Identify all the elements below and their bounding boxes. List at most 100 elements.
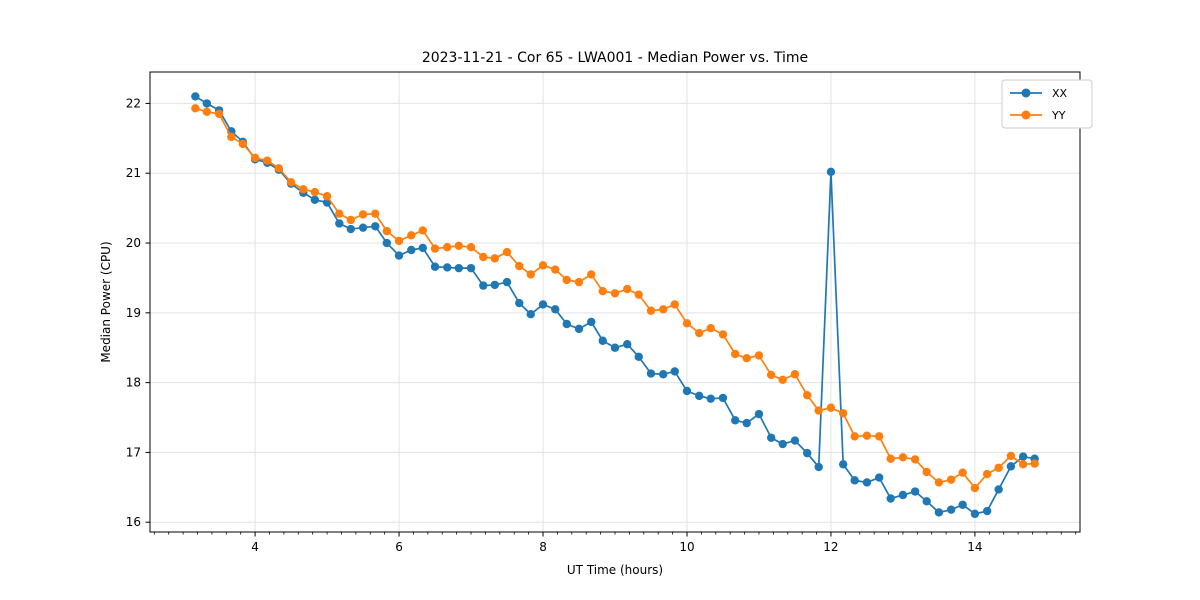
series-YY-markers xyxy=(191,104,1039,493)
data-point xyxy=(502,247,512,257)
data-point xyxy=(1018,452,1028,461)
data-point xyxy=(479,281,488,290)
data-point xyxy=(454,263,464,273)
data-point xyxy=(898,453,908,462)
data-point xyxy=(634,352,643,361)
legend-box xyxy=(1001,79,1093,129)
data-point xyxy=(358,210,368,219)
data-point xyxy=(191,104,200,113)
data-point xyxy=(515,298,524,308)
plot-area: 4 6 8 10 12 14 16 17 18 19 20 21 22 XX YY xyxy=(126,71,1093,554)
data-point xyxy=(598,286,607,296)
data-point xyxy=(263,156,272,165)
data-point xyxy=(1030,459,1039,468)
data-point xyxy=(982,506,992,516)
data-point xyxy=(670,300,679,309)
data-point xyxy=(490,280,499,290)
data-point xyxy=(538,300,548,309)
data-point xyxy=(682,386,692,396)
data-point xyxy=(466,263,476,273)
data-point xyxy=(659,370,668,379)
data-point xyxy=(382,238,392,248)
data-point xyxy=(430,262,440,271)
data-point xyxy=(562,275,571,285)
data-point xyxy=(490,254,499,263)
data-point xyxy=(898,490,908,500)
legend-label: XX xyxy=(1052,87,1068,100)
data-point xyxy=(202,107,212,116)
data-point xyxy=(778,375,787,385)
data-point xyxy=(970,509,980,519)
data-point xyxy=(659,305,668,314)
data-point xyxy=(562,319,571,329)
data-point xyxy=(946,475,956,484)
data-point xyxy=(934,478,944,487)
chart-title: 2023-11-21 - Cor 65 - LWA001 - Median Po… xyxy=(422,50,808,66)
data-point xyxy=(443,263,452,272)
data-point xyxy=(731,416,740,425)
data-point xyxy=(227,132,236,142)
data-point xyxy=(274,164,284,173)
data-point xyxy=(371,209,380,218)
data-point xyxy=(587,317,596,327)
data-point xyxy=(502,277,512,287)
y-tick-label: 17 xyxy=(126,445,141,459)
data-point xyxy=(695,391,704,401)
data-point xyxy=(310,195,320,204)
x-tick-label: 14 xyxy=(967,540,982,554)
data-point xyxy=(407,245,416,255)
data-point xyxy=(299,185,308,194)
data-point xyxy=(910,487,920,496)
data-point xyxy=(382,226,392,236)
y-tick-label: 20 xyxy=(126,236,141,250)
x-tick-label: 8 xyxy=(539,540,547,554)
data-point xyxy=(335,219,344,228)
legend-marker-icon xyxy=(1021,110,1031,120)
data-point xyxy=(850,476,859,485)
x-tick-label: 10 xyxy=(679,540,694,554)
data-point xyxy=(754,351,764,360)
data-point xyxy=(994,485,1003,494)
data-point xyxy=(310,187,320,197)
y-tick-label: 21 xyxy=(126,166,141,180)
data-point xyxy=(238,139,248,149)
axes-spines xyxy=(149,71,1081,533)
data-point xyxy=(886,494,895,503)
data-point xyxy=(886,454,895,463)
data-point xyxy=(454,241,464,251)
data-point xyxy=(322,192,332,201)
data-point xyxy=(430,244,440,253)
data-point xyxy=(394,236,404,246)
data-point xyxy=(346,215,356,225)
data-point xyxy=(958,500,967,509)
x-axis-label: UT Time (hours) xyxy=(567,563,663,577)
series-XX-markers xyxy=(191,92,1039,519)
legend-marker-icon xyxy=(1021,88,1031,98)
data-point xyxy=(706,323,715,333)
data-point xyxy=(646,306,656,315)
x-tick-label: 4 xyxy=(251,540,259,554)
data-point xyxy=(946,505,956,514)
data-point xyxy=(1006,462,1016,471)
data-point xyxy=(982,469,992,479)
data-point xyxy=(286,178,296,187)
data-point xyxy=(515,261,524,271)
data-point xyxy=(994,463,1003,472)
y-axis-label: Median Power (CPU) xyxy=(99,241,113,362)
data-point xyxy=(394,251,404,260)
data-point xyxy=(778,439,787,449)
data-point xyxy=(250,153,260,163)
data-point xyxy=(610,289,620,298)
data-point xyxy=(731,349,740,359)
data-point xyxy=(826,403,836,412)
data-point xyxy=(742,418,751,428)
data-point xyxy=(574,277,584,287)
data-point xyxy=(466,243,476,252)
data-point xyxy=(214,109,224,119)
data-point xyxy=(371,222,380,231)
data-point xyxy=(598,336,607,345)
data-point xyxy=(862,431,872,440)
series-XX-line xyxy=(194,95,1035,515)
data-point xyxy=(826,167,836,177)
